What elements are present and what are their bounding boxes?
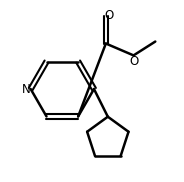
Text: N: N <box>22 82 31 96</box>
Text: O: O <box>105 9 114 22</box>
Text: O: O <box>129 55 138 68</box>
